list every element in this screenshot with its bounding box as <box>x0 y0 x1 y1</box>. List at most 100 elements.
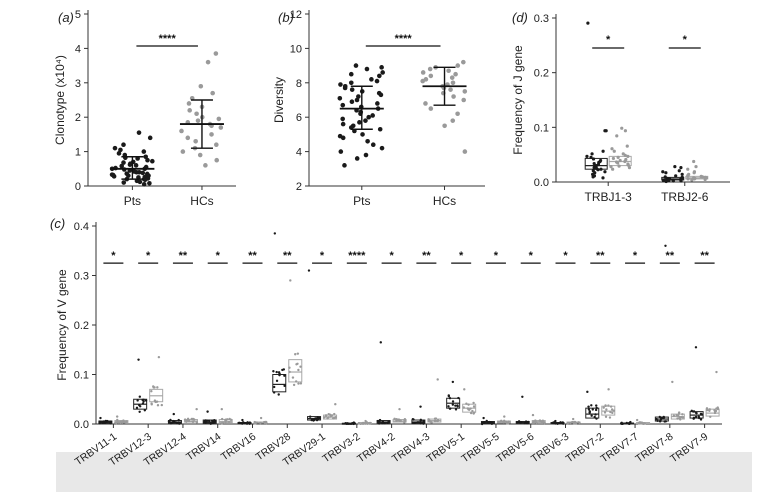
significance-label: * <box>146 250 151 262</box>
data-point <box>457 396 460 400</box>
panel-letter: (d) <box>512 10 528 25</box>
x-category-label: TRBJ2-6 <box>661 190 709 204</box>
data-point <box>690 409 693 413</box>
y-tick-label: 0.1 <box>534 122 549 134</box>
data-point <box>136 399 139 402</box>
data-point <box>121 160 126 165</box>
data-point <box>314 417 317 420</box>
significance-label: * <box>606 34 611 46</box>
data-point <box>605 408 608 411</box>
data-point <box>349 87 355 92</box>
data-point <box>658 415 661 419</box>
data-point <box>627 166 632 170</box>
data-point <box>715 370 718 374</box>
data-point <box>112 145 118 151</box>
data-point <box>379 145 385 151</box>
data-point <box>664 420 668 423</box>
data-point <box>291 376 295 379</box>
data-point <box>198 83 204 89</box>
data-point <box>661 178 666 183</box>
data-point <box>136 130 142 135</box>
data-point <box>242 421 245 424</box>
data-point <box>377 422 381 425</box>
y-tick-label: 4 <box>75 43 81 55</box>
box <box>272 374 287 393</box>
y-axis-title: Diversity <box>272 77 286 123</box>
data-point <box>294 380 298 383</box>
data-point <box>692 171 696 175</box>
data-point <box>378 92 384 98</box>
data-point <box>187 418 190 422</box>
data-point <box>623 153 627 157</box>
data-point <box>218 125 224 130</box>
data-point <box>141 402 145 405</box>
y-tick-label: 0.3 <box>534 13 549 25</box>
data-point <box>121 142 126 148</box>
data-point <box>116 151 122 156</box>
data-point <box>241 418 244 422</box>
data-point <box>714 409 718 413</box>
data-point <box>603 411 607 414</box>
data-point <box>135 406 139 410</box>
data-point <box>436 419 439 423</box>
data-point <box>590 404 593 407</box>
data-point <box>538 419 542 422</box>
data-point <box>664 244 667 247</box>
y-tick-label: 0.1 <box>74 370 89 382</box>
data-point <box>609 410 612 414</box>
data-point <box>377 126 383 132</box>
data-point <box>692 177 697 181</box>
data-point <box>119 163 125 169</box>
data-point <box>172 419 175 423</box>
data-point <box>662 416 666 419</box>
data-point <box>214 142 219 148</box>
y-tick-label: 2 <box>75 112 81 124</box>
data-point <box>299 365 302 368</box>
data-point <box>111 174 117 179</box>
data-point <box>497 420 500 424</box>
data-point <box>125 420 128 423</box>
data-point <box>340 135 346 141</box>
data-point <box>283 384 286 388</box>
footer-band <box>56 452 752 492</box>
data-point <box>697 415 700 418</box>
data-point <box>465 402 468 405</box>
data-point <box>595 406 598 410</box>
data-point <box>294 353 297 356</box>
data-point <box>334 403 337 406</box>
data-point <box>152 386 155 389</box>
data-point <box>297 368 300 372</box>
data-point <box>616 161 620 165</box>
data-point <box>676 417 679 420</box>
data-point <box>349 99 355 105</box>
data-point <box>178 422 181 425</box>
data-point <box>552 422 555 425</box>
data-point <box>488 420 491 424</box>
data-point <box>272 370 275 373</box>
significance-label: * <box>216 250 221 262</box>
data-point <box>209 422 212 425</box>
data-point <box>363 118 368 123</box>
data-point <box>694 165 698 169</box>
data-point <box>213 51 219 56</box>
data-point <box>541 419 545 422</box>
data-point <box>272 385 276 389</box>
data-point <box>160 403 163 407</box>
data-point <box>357 120 362 125</box>
data-point <box>361 422 364 425</box>
significance-label: ** <box>596 250 605 262</box>
data-point <box>144 399 148 402</box>
data-point <box>594 413 597 416</box>
data-point <box>609 165 613 169</box>
data-point <box>447 405 450 408</box>
significance-label: * <box>494 250 499 262</box>
significance-label: * <box>633 250 638 262</box>
significance-label: * <box>389 250 394 262</box>
data-point <box>680 172 684 176</box>
y-tick-label: 0.2 <box>534 68 549 80</box>
significance-label: * <box>320 250 325 262</box>
data-point <box>263 421 266 425</box>
data-point <box>381 421 384 425</box>
data-point <box>342 163 347 168</box>
data-point <box>109 420 113 423</box>
